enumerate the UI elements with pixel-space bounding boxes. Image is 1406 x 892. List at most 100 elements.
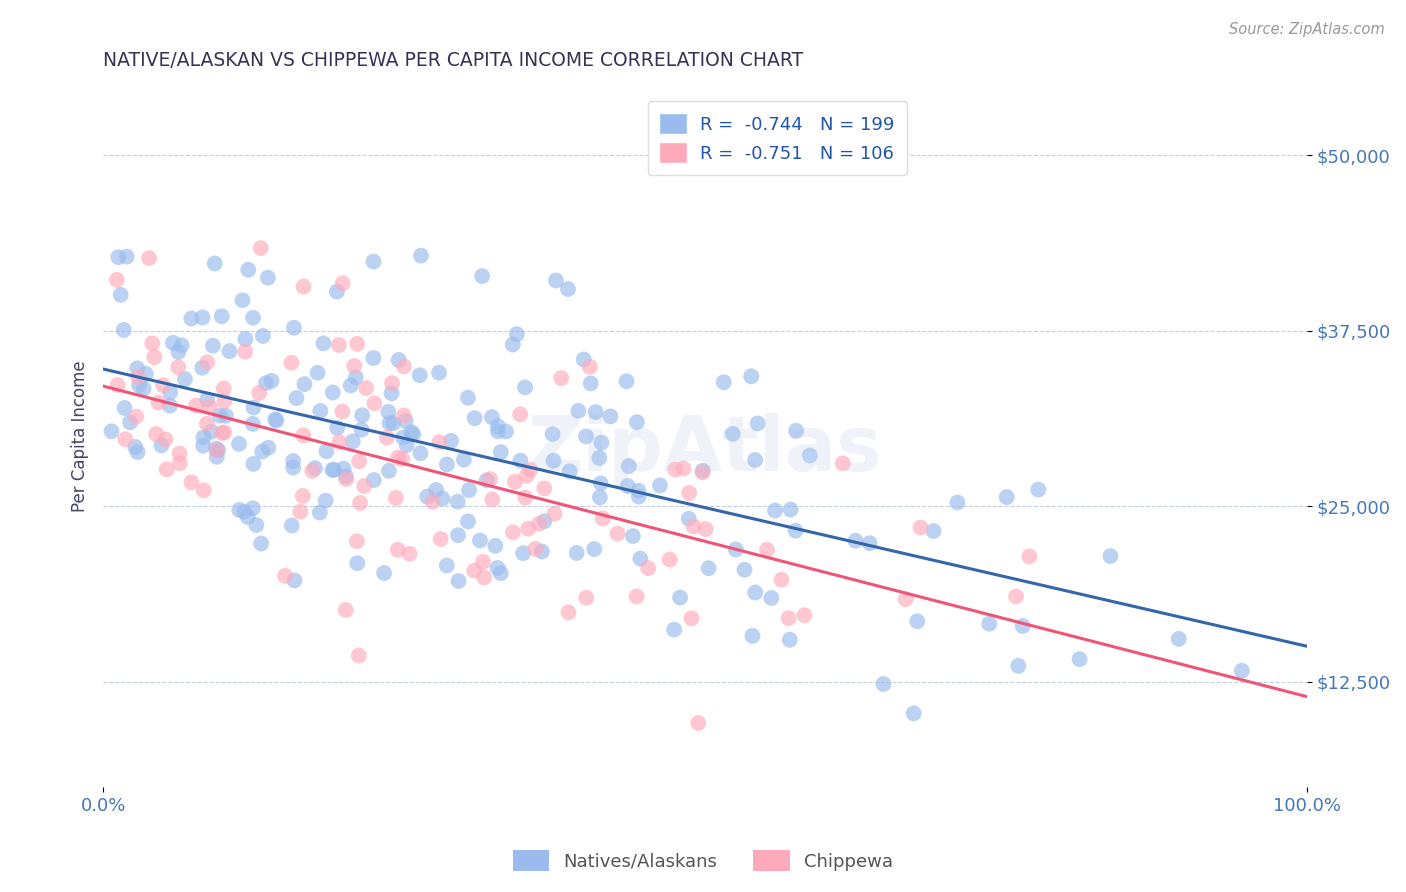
Point <box>107 378 129 392</box>
Point <box>323 463 346 477</box>
Point <box>486 425 509 439</box>
Point <box>734 563 756 577</box>
Point <box>214 425 236 440</box>
Point <box>228 503 250 517</box>
Point <box>247 385 270 400</box>
Point <box>200 425 222 439</box>
Point <box>353 479 375 493</box>
Point <box>486 561 509 575</box>
Point <box>1167 632 1189 646</box>
Point <box>321 463 343 477</box>
Point <box>558 464 581 478</box>
Point <box>432 491 454 506</box>
Point <box>250 444 273 458</box>
Point <box>506 327 529 342</box>
Point <box>457 391 479 405</box>
Point <box>373 566 395 580</box>
Point <box>238 262 260 277</box>
Point <box>242 501 264 516</box>
Point <box>543 454 565 468</box>
Point <box>530 544 553 558</box>
Point <box>489 445 512 459</box>
Point <box>167 345 190 359</box>
Point <box>489 566 512 581</box>
Point <box>401 425 423 440</box>
Point <box>793 608 815 623</box>
Point <box>211 310 233 324</box>
Point <box>844 533 866 548</box>
Point <box>669 591 692 605</box>
Point <box>283 454 305 468</box>
Point <box>354 381 377 395</box>
Point <box>335 472 357 486</box>
Point <box>724 542 747 557</box>
Point <box>785 524 807 538</box>
Point <box>339 378 361 392</box>
Point <box>257 441 280 455</box>
Point <box>148 395 170 409</box>
Point <box>398 547 420 561</box>
Point <box>744 585 766 599</box>
Point <box>481 492 503 507</box>
Point <box>169 446 191 460</box>
Point <box>721 426 744 441</box>
Point <box>335 603 357 617</box>
Point <box>375 431 398 445</box>
Point <box>208 409 231 423</box>
Point <box>283 320 305 334</box>
Point <box>235 332 257 346</box>
Point <box>471 555 494 569</box>
Point <box>662 623 685 637</box>
Point <box>616 374 638 388</box>
Point <box>447 574 470 588</box>
Point <box>335 469 357 483</box>
Point <box>524 541 547 556</box>
Legend: Natives/Alaskans, Chippewa: Natives/Alaskans, Chippewa <box>506 843 900 879</box>
Point <box>132 382 155 396</box>
Point <box>124 440 146 454</box>
Point <box>391 452 413 467</box>
Y-axis label: Per Capita Income: Per Capita Income <box>72 360 89 512</box>
Point <box>692 464 714 478</box>
Point <box>692 466 714 480</box>
Point <box>145 427 167 442</box>
Point <box>352 409 374 423</box>
Point <box>363 396 385 410</box>
Point <box>588 450 610 465</box>
Point <box>245 518 267 533</box>
Point <box>215 409 238 423</box>
Point <box>761 591 783 605</box>
Point <box>678 486 700 500</box>
Point <box>627 483 650 498</box>
Point <box>191 439 214 453</box>
Point <box>363 473 385 487</box>
Point <box>946 495 969 509</box>
Point <box>291 489 314 503</box>
Point <box>502 525 524 540</box>
Point <box>894 592 917 607</box>
Point <box>785 424 807 438</box>
Point <box>114 432 136 446</box>
Point <box>387 542 409 557</box>
Point <box>436 458 458 472</box>
Point <box>167 360 190 375</box>
Point <box>471 269 494 284</box>
Point <box>266 414 288 428</box>
Point <box>307 366 329 380</box>
Point <box>159 399 181 413</box>
Point <box>509 407 531 421</box>
Point <box>347 454 370 468</box>
Point <box>395 414 418 428</box>
Legend: R =  -0.744   N = 199, R =  -0.751   N = 106: R = -0.744 N = 199, R = -0.751 N = 106 <box>648 101 907 175</box>
Point <box>440 434 463 448</box>
Point <box>195 355 218 369</box>
Point <box>382 417 405 431</box>
Point <box>756 542 779 557</box>
Point <box>682 519 704 533</box>
Point <box>831 456 853 470</box>
Point <box>280 356 302 370</box>
Point <box>509 454 531 468</box>
Point <box>150 438 173 452</box>
Point <box>342 434 364 449</box>
Point <box>170 338 193 352</box>
